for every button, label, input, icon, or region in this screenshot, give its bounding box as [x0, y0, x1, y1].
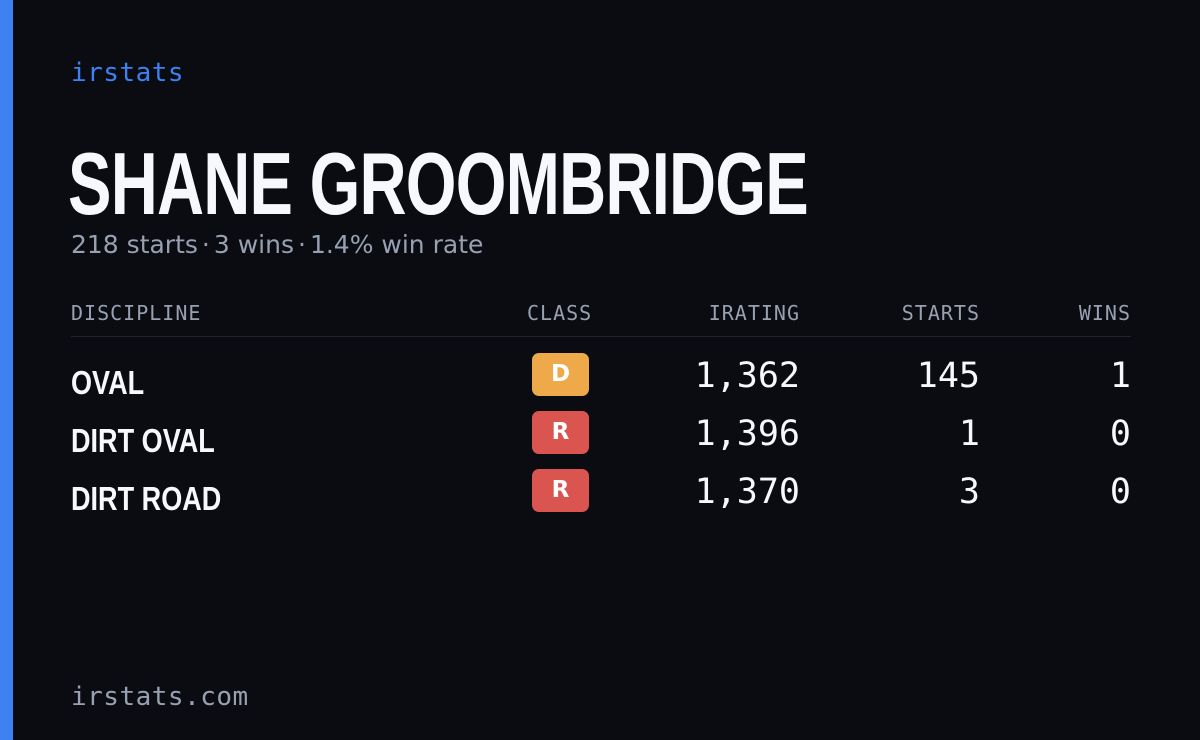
irating-value: 1,362 [694, 356, 800, 396]
table-row: DIRT ROAD R 1,370 3 0 [71, 469, 1131, 527]
header-irating: IRATING [708, 301, 800, 325]
discipline-name: OVAL [71, 364, 145, 401]
class-badge: R [532, 411, 589, 454]
irating-value: 1,396 [694, 414, 800, 454]
wins-summary: 3 wins [213, 230, 294, 259]
starts-value: 1 [958, 414, 980, 454]
table-header: DISCIPLINE CLASS IRATING STARTS WINS [71, 296, 1131, 337]
starts-value: 3 [958, 472, 980, 512]
driver-name: SHANE GROOMBRIDGE [68, 134, 809, 233]
brand-logo-text[interactable]: irstats [71, 58, 185, 88]
header-starts: STARTS [901, 301, 980, 325]
discipline-name: DIRT ROAD [71, 480, 222, 517]
irating-value: 1,370 [694, 472, 800, 512]
header-discipline: DISCIPLINE [71, 301, 202, 325]
discipline-table: DISCIPLINE CLASS IRATING STARTS WINS OVA… [71, 296, 1131, 527]
header-class: CLASS [527, 301, 593, 325]
header-wins: WINS [1078, 301, 1131, 325]
class-badge: D [532, 353, 589, 396]
accent-bar [0, 0, 13, 740]
table-body: OVAL D 1,362 145 1 DIRT OVAL R 1,396 1 0… [71, 337, 1131, 527]
driver-summary: 218 starts · 3 wins · 1.4% win rate [71, 228, 483, 262]
footer-site-link[interactable]: irstats.com [71, 682, 249, 712]
discipline-name: DIRT OVAL [71, 422, 215, 459]
winrate-summary: 1.4% win rate [309, 230, 484, 259]
class-badge: R [532, 469, 589, 512]
starts-summary: 218 starts [71, 230, 198, 259]
table-row: OVAL D 1,362 145 1 [71, 353, 1131, 411]
wins-value: 0 [1109, 414, 1131, 454]
wins-value: 1 [1109, 356, 1131, 396]
wins-value: 0 [1109, 472, 1131, 512]
table-row: DIRT OVAL R 1,396 1 0 [71, 411, 1131, 469]
starts-value: 145 [916, 356, 980, 396]
summary-separator: · [298, 230, 306, 259]
summary-separator: · [201, 230, 210, 259]
